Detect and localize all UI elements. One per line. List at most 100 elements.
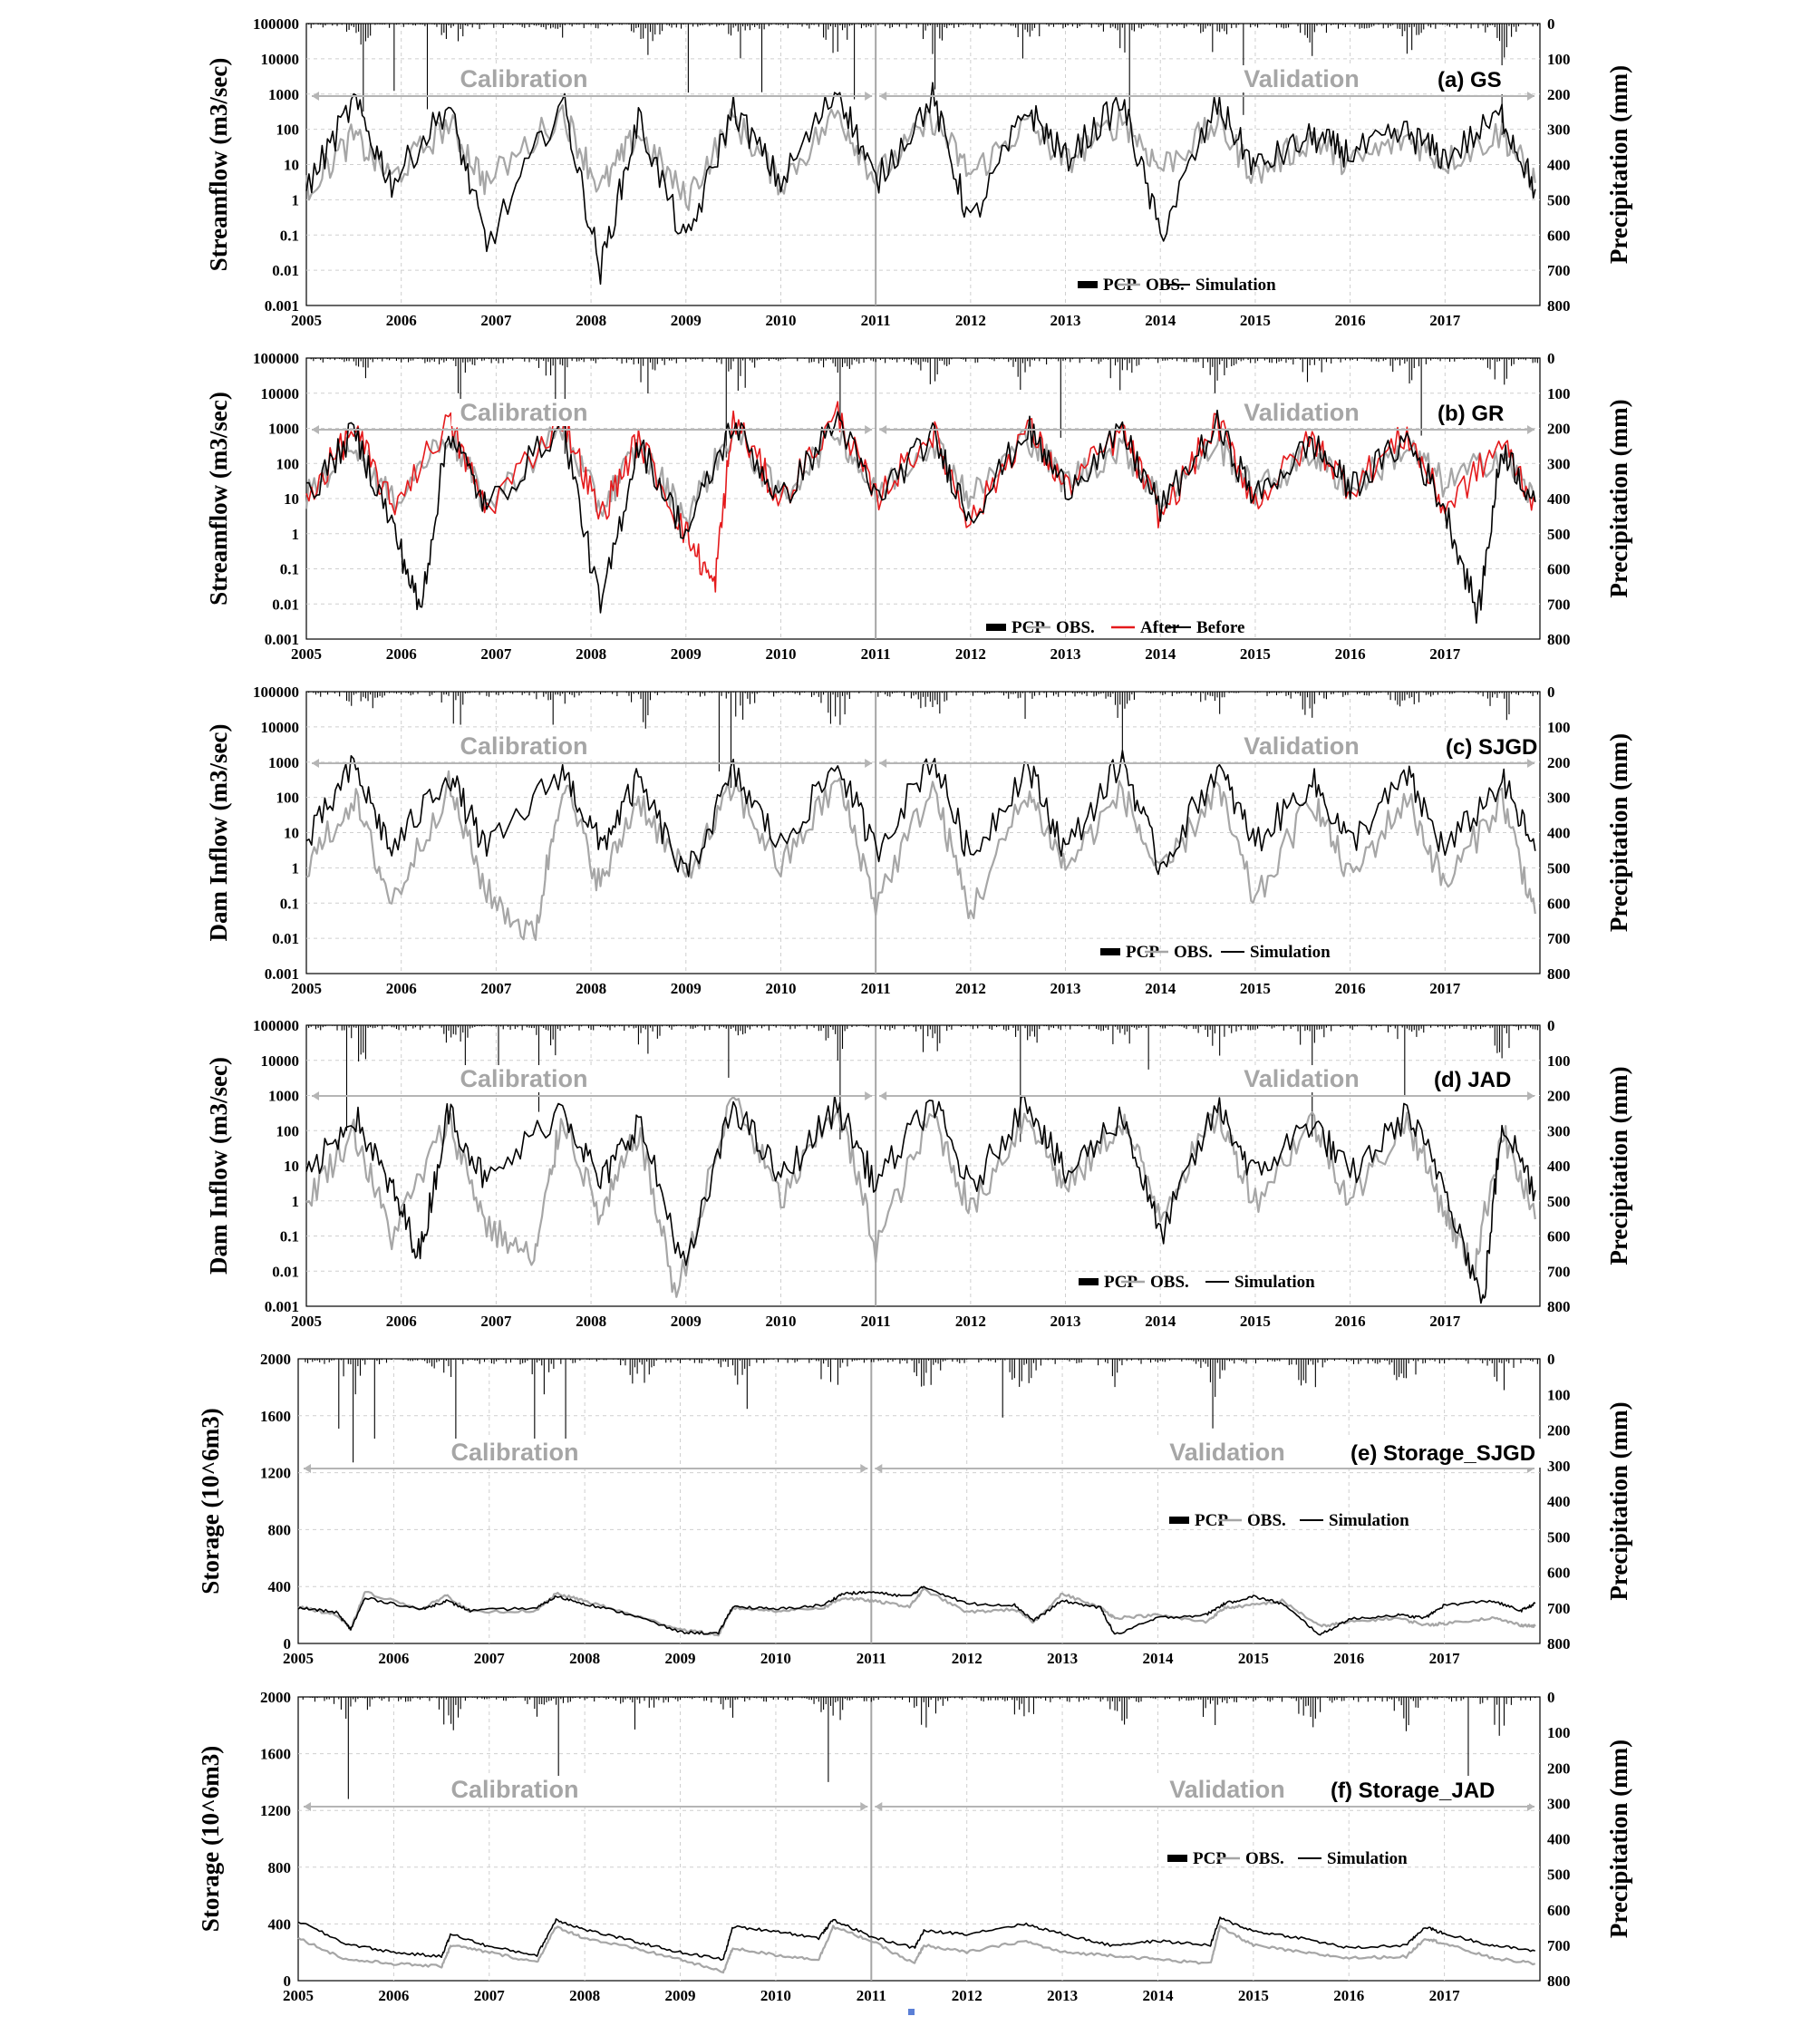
x-tick-label: 2005 — [291, 645, 322, 663]
y2-tick-label: 400 — [1547, 490, 1571, 508]
x-tick-labels: 2005 2006 2007 2008 2009 2010 2011 2012 2013 2014… — [291, 312, 1461, 329]
x-tick-label: 2005 — [283, 1987, 314, 2004]
x-tick-label: 2011 — [861, 1313, 891, 1330]
x-tick-label: 2005 — [291, 312, 322, 329]
y-tick-label: 1600 — [260, 1746, 291, 1763]
x-tick-label: 2013 — [1050, 645, 1081, 663]
x-tick-label: 2007 — [480, 1313, 512, 1330]
panel-c-sjgd: 100000 10000 1000 100 10 1 0.1 0.01 0.001 0 100 20… — [205, 683, 1632, 997]
y2-tick-label: 200 — [1547, 86, 1571, 103]
y-tick-label: 1200 — [260, 1465, 291, 1482]
panel-d-jad: 100000 10000 1000 100 10 1 0.1 0.01 0.001 0 100 20… — [205, 1017, 1632, 1330]
y2-tick-labels: 0 100 200 300 400 500 600 700 800 — [1547, 1017, 1571, 1315]
y2-tick-label: 0 — [1547, 1017, 1555, 1034]
y-tick-labels: 100000 10000 1000 100 10 1 0.1 0.01 0.001 — [253, 683, 299, 983]
x-tick-label: 2013 — [1050, 312, 1081, 329]
arrow-head-left — [304, 1464, 311, 1473]
y-tick-label: 10000 — [261, 385, 300, 402]
y2-tick-label: 800 — [1547, 297, 1571, 315]
validation-label: Validation — [1244, 1065, 1360, 1092]
x-tick-label: 2008 — [576, 980, 606, 997]
y-tick-label: 0 — [284, 1635, 292, 1653]
y2-tick-label: 800 — [1547, 965, 1571, 983]
label-mask — [1440, 732, 1526, 761]
y-tick-label: 10 — [284, 490, 299, 508]
legend: PCP OBS. After Before — [986, 618, 1244, 637]
x-tick-label: 2013 — [1050, 1313, 1081, 1330]
x-tick-label: 2016 — [1335, 312, 1366, 329]
x-tick-label: 2011 — [861, 980, 891, 997]
y-tick-label: 100000 — [253, 350, 299, 367]
y2-tick-label: 700 — [1547, 930, 1571, 947]
arrow-head-right — [865, 92, 873, 101]
y2-tick-label: 200 — [1547, 421, 1571, 438]
legend: PCP OBS. Simulation — [1167, 1849, 1408, 1868]
y2-tick-label: 0 — [1547, 15, 1555, 33]
arrow-head-left — [312, 759, 319, 768]
x-tick-label: 2010 — [765, 1313, 796, 1330]
y2-tick-label: 300 — [1547, 1122, 1571, 1139]
y-tick-label: 1 — [292, 191, 300, 208]
y2-tick-label: 500 — [1547, 1866, 1571, 1884]
x-tick-label: 2017 — [1429, 312, 1461, 329]
series-lines — [305, 82, 1536, 286]
x-tick-label: 2011 — [861, 645, 891, 663]
label-mask — [1428, 1065, 1515, 1094]
x-tick-label: 2016 — [1335, 980, 1366, 997]
label-mask — [1155, 1776, 1300, 1803]
x-tick-label: 2008 — [576, 312, 606, 329]
x-tick-label: 2015 — [1240, 1313, 1271, 1330]
period-arrows — [304, 1776, 1534, 1811]
x-tick-label: 2012 — [955, 980, 986, 997]
x-tick-label: 2013 — [1047, 1987, 1078, 2004]
y2-tick-label: 300 — [1547, 1795, 1571, 1812]
y-tick-label: 0.01 — [272, 930, 299, 947]
arrow-head-left — [879, 425, 887, 434]
legend-obs: OBS. — [1150, 1273, 1189, 1292]
x-tick-labels: 2005 2006 2007 2008 2009 2010 2011 2012 2013 2014… — [283, 1987, 1460, 2004]
x-tick-label: 2006 — [386, 645, 417, 663]
y2-tick-labels: 0 100 200 300 400 500 600 700 800 — [1547, 1351, 1571, 1653]
arrow-head-left — [312, 425, 319, 434]
precipitation-bars — [305, 358, 1538, 458]
y-tick-label: 1 — [292, 526, 300, 543]
panel-label: (c) SJGD — [1446, 735, 1537, 760]
arrow-head-left — [879, 1091, 887, 1100]
calibration-label: Calibration — [450, 1439, 578, 1466]
x-tick-label: 2007 — [480, 645, 512, 663]
arrow-head-left — [879, 92, 887, 101]
y-tick-label: 400 — [268, 1915, 292, 1933]
y2-tick-label: 200 — [1547, 754, 1571, 771]
x-tick-label: 2016 — [1333, 1987, 1364, 2004]
legend: PCP OBS. Simulation — [1078, 276, 1276, 295]
y2-axis-label: Precipitation (mm) — [1605, 1066, 1632, 1265]
y2-tick-label: 700 — [1547, 1263, 1571, 1280]
y-tick-label: 1 — [292, 859, 300, 877]
label-mask — [451, 1065, 596, 1092]
y-tick-label: 0.001 — [265, 1298, 299, 1315]
legend: PCP OBS. Simulation — [1169, 1511, 1409, 1530]
x-tick-label: 2006 — [386, 980, 417, 997]
y-tick-label: 0.1 — [280, 1228, 299, 1246]
x-tick-label: 2010 — [760, 1650, 791, 1667]
y2-tick-label: 0 — [1547, 350, 1555, 367]
y2-axis-label: Precipitation (mm) — [1605, 399, 1632, 597]
x-tick-label: 2009 — [671, 980, 702, 997]
x-tick-label: 2014 — [1145, 312, 1176, 329]
series-obs — [305, 423, 1536, 528]
label-mask — [1229, 1065, 1374, 1092]
arrow-head-right — [865, 759, 873, 768]
y2-tick-label: 0 — [1547, 683, 1555, 701]
y-tick-label: 0.1 — [280, 895, 299, 912]
y-tick-label: 1600 — [260, 1408, 291, 1425]
period-arrows — [312, 65, 1534, 101]
legend-pcp: PCP — [1126, 943, 1159, 962]
y2-tick-label: 800 — [1547, 631, 1571, 648]
y-axis-label: Dam Inflow (m3/sec) — [205, 1057, 232, 1275]
y2-tick-label: 500 — [1547, 191, 1571, 208]
y-tick-label: 10 — [284, 1158, 299, 1175]
x-tick-label: 2008 — [576, 645, 606, 663]
calibration-label: Calibration — [450, 1776, 578, 1803]
y2-tick-label: 200 — [1547, 1422, 1571, 1440]
